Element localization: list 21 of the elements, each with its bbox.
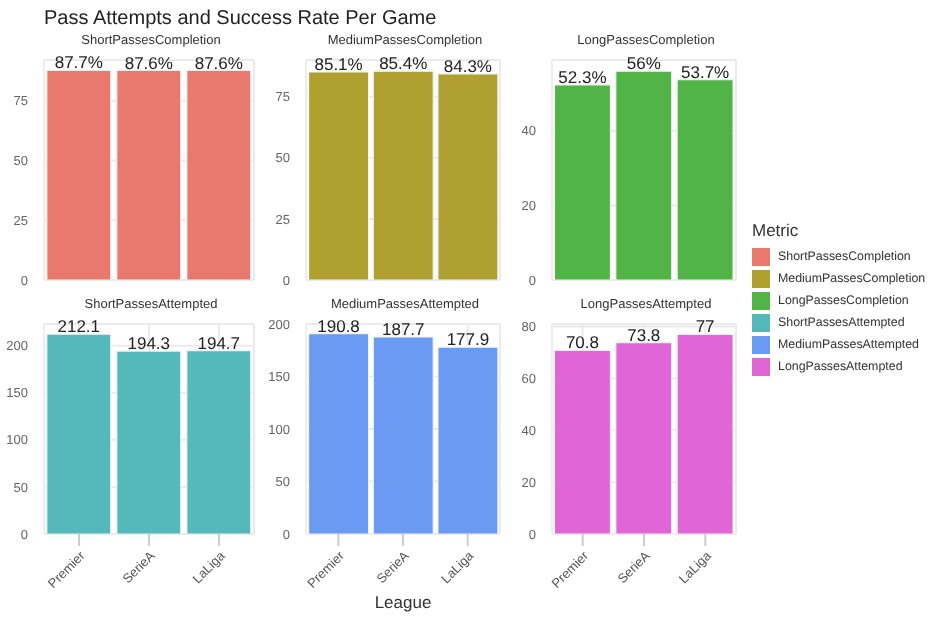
chart-title: Pass Attempts and Success Rate Per Game xyxy=(44,8,437,30)
legend-title: Metric xyxy=(752,220,801,240)
data-label: 190.8 xyxy=(317,315,361,336)
data-label: 87.6% xyxy=(124,52,174,73)
data-label: 87.6% xyxy=(194,52,244,73)
data-label: 84.3% xyxy=(443,55,493,76)
data-label: 194.3 xyxy=(127,333,171,354)
data-label: 194.7 xyxy=(197,332,241,353)
data-label: 70.8 xyxy=(565,332,600,353)
data-label: 77 xyxy=(695,316,716,337)
data-label: 52.3% xyxy=(558,66,608,87)
x-axis-title: League xyxy=(374,592,432,612)
data-label: 87.7% xyxy=(54,52,104,73)
data-label: 53.7% xyxy=(681,61,731,82)
data-label: 85.1% xyxy=(314,53,364,74)
data-label: 56% xyxy=(626,53,662,74)
data-label: 187.7 xyxy=(381,318,426,339)
data-label: 73.8 xyxy=(627,324,661,345)
data-label: 85.4% xyxy=(379,53,429,74)
data-label: 177.9 xyxy=(446,329,490,350)
data-label: 212.1 xyxy=(57,316,101,337)
